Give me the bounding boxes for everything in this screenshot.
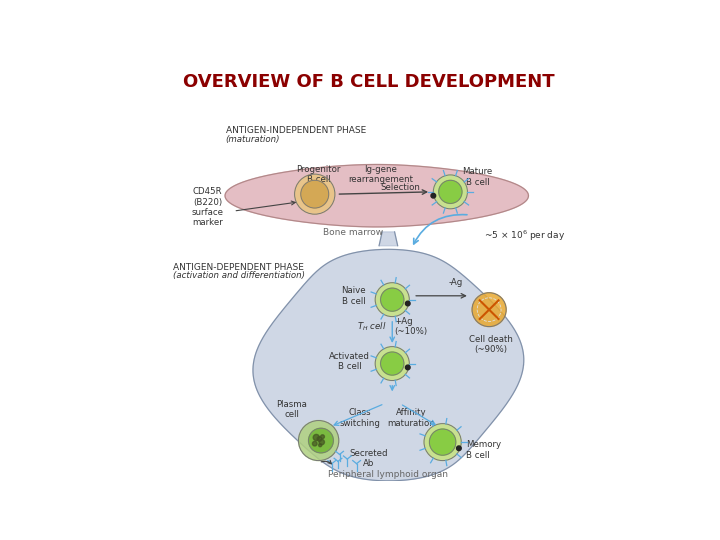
Circle shape xyxy=(381,352,404,375)
Text: Cell death
(~90%): Cell death (~90%) xyxy=(469,335,513,354)
Text: CD45R
(B220)
surface
marker: CD45R (B220) surface marker xyxy=(192,187,224,227)
Circle shape xyxy=(456,446,462,450)
Circle shape xyxy=(317,437,322,441)
Text: T$_H$ cell: T$_H$ cell xyxy=(357,320,387,333)
Text: Mature
B cell: Mature B cell xyxy=(462,167,492,187)
Text: Bone marrow: Bone marrow xyxy=(323,228,384,237)
Text: Progenitor
B cell: Progenitor B cell xyxy=(297,165,341,184)
Text: OVERVIEW OF B CELL DEVELOPMENT: OVERVIEW OF B CELL DEVELOPMENT xyxy=(183,73,555,91)
Text: Peripheral lymphoid organ: Peripheral lymphoid organ xyxy=(328,470,449,479)
Text: Secreted
Ab: Secreted Ab xyxy=(350,449,388,468)
Text: -Ag: -Ag xyxy=(449,278,463,287)
Circle shape xyxy=(438,180,462,204)
Text: ANTIGEN-DEPENDENT PHASE: ANTIGEN-DEPENDENT PHASE xyxy=(173,262,304,272)
Text: Ig-gene
rearrangement: Ig-gene rearrangement xyxy=(348,165,413,184)
Polygon shape xyxy=(225,165,528,227)
Circle shape xyxy=(375,347,409,381)
Circle shape xyxy=(299,421,339,461)
Text: Plasma
cell: Plasma cell xyxy=(276,400,307,419)
Circle shape xyxy=(313,434,320,441)
Circle shape xyxy=(312,441,317,446)
Text: Memory
B cell: Memory B cell xyxy=(466,440,501,460)
Circle shape xyxy=(309,428,333,453)
Circle shape xyxy=(375,283,409,316)
Text: Naive
B cell: Naive B cell xyxy=(341,286,366,306)
Circle shape xyxy=(431,193,436,198)
Circle shape xyxy=(433,175,467,209)
Circle shape xyxy=(405,301,410,306)
Circle shape xyxy=(424,423,462,461)
Text: ~5 $\times$ 10$^6$ per day: ~5 $\times$ 10$^6$ per day xyxy=(484,228,565,243)
Circle shape xyxy=(319,440,325,445)
Polygon shape xyxy=(253,249,523,481)
Text: +Ag
(~10%): +Ag (~10%) xyxy=(394,317,427,336)
Text: (activation and differentiation): (activation and differentiation) xyxy=(173,271,305,280)
Polygon shape xyxy=(379,232,397,246)
Circle shape xyxy=(320,435,325,438)
Circle shape xyxy=(319,444,322,447)
Text: Selection: Selection xyxy=(381,183,420,192)
Circle shape xyxy=(405,365,410,370)
Circle shape xyxy=(472,293,506,327)
Circle shape xyxy=(294,174,335,214)
Circle shape xyxy=(301,180,329,208)
Circle shape xyxy=(381,288,404,311)
Text: Class
switching: Class switching xyxy=(339,408,380,428)
Text: ANTIGEN-INDEPENDENT PHASE: ANTIGEN-INDEPENDENT PHASE xyxy=(225,126,366,136)
Text: Affinity
maturation: Affinity maturation xyxy=(388,408,436,428)
Text: Activated
B cell: Activated B cell xyxy=(329,352,370,371)
Text: (maturation): (maturation) xyxy=(225,135,280,144)
Circle shape xyxy=(429,429,456,455)
